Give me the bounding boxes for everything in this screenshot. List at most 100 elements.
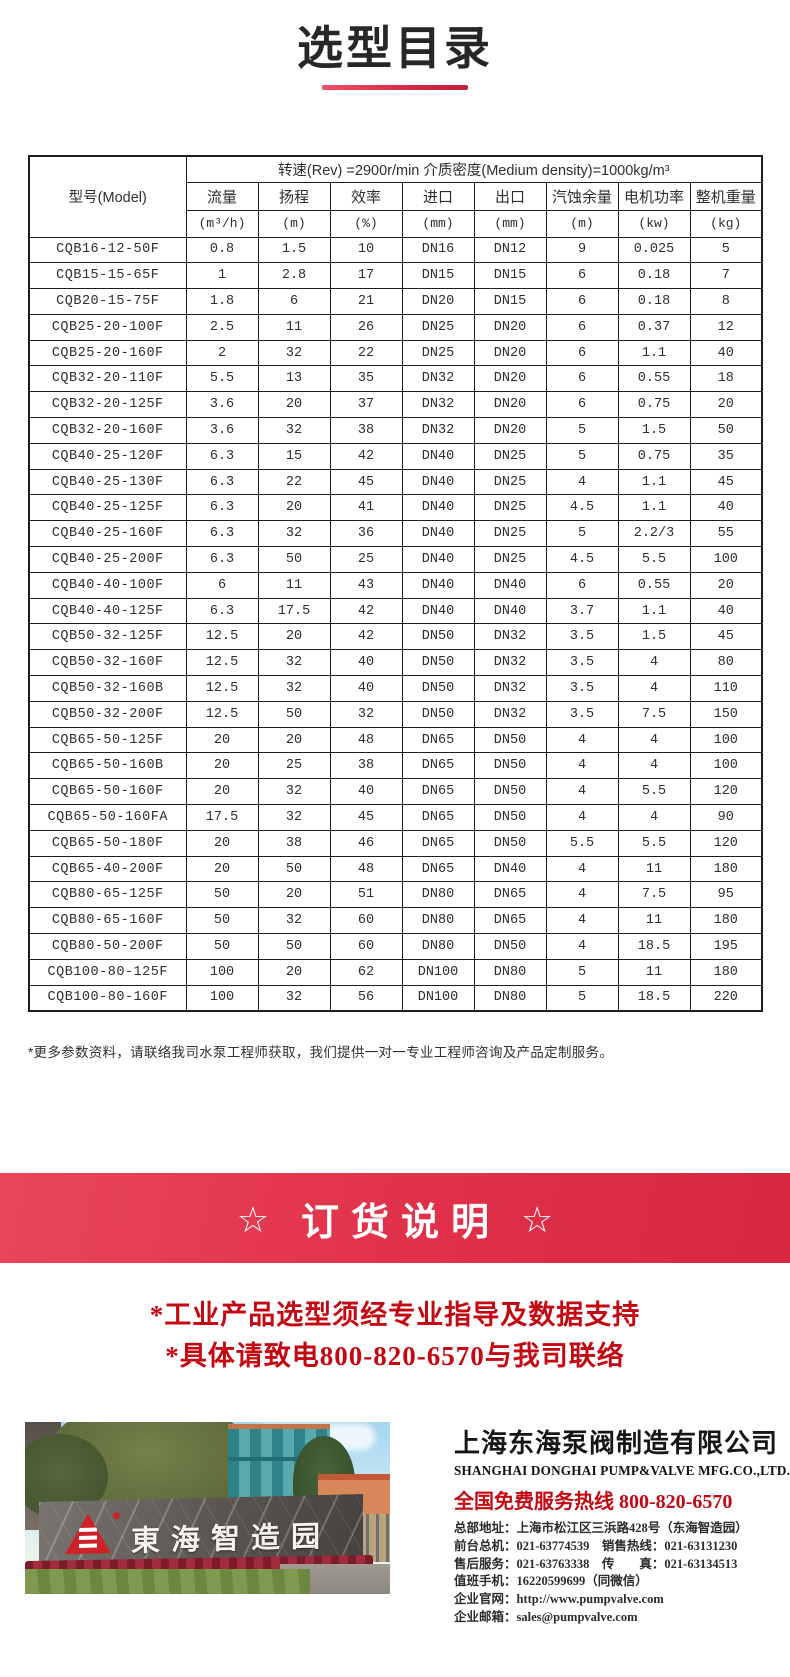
value-cell: 22 — [257, 468, 331, 496]
column-unit: (mm) — [473, 209, 547, 238]
value-cell: 0.75 — [617, 391, 691, 419]
model-cell: CQB40-25-125F — [28, 494, 187, 522]
value-cell: 1.1 — [617, 494, 691, 522]
value-cell: 12.5 — [185, 700, 259, 728]
column-unit: (mm) — [401, 209, 475, 238]
value-cell: 2 — [185, 339, 259, 367]
value-cell: 50 — [185, 907, 259, 935]
value-cell: 35 — [689, 442, 763, 470]
value-cell: 195 — [689, 933, 763, 960]
value-cell: 22 — [329, 339, 403, 367]
model-cell: CQB100-80-160F — [28, 984, 187, 1012]
value-cell: 8 — [689, 288, 763, 315]
value-cell: 20 — [257, 881, 331, 909]
model-column-header: 型号(Model) — [28, 155, 187, 238]
table-row: CQB100-80-160F 100 32 56 DN100 DN80 5 18.5 220 — [28, 984, 763, 1012]
photo-lawn — [25, 1569, 310, 1594]
value-cell: DN80 — [401, 907, 475, 935]
value-cell: 0.8 — [185, 236, 259, 264]
value-cell: DN15 — [473, 262, 547, 290]
value-cell: 26 — [329, 313, 403, 341]
value-cell: 35 — [329, 365, 403, 393]
value-cell: 20 — [185, 752, 259, 780]
value-cell: 32 — [257, 649, 331, 677]
value-cell: 36 — [329, 520, 403, 548]
value-cell: DN32 — [473, 623, 547, 651]
value-cell: 180 — [689, 855, 763, 883]
column-header: 进口 — [401, 181, 475, 211]
model-cell: CQB32-20-125F — [28, 391, 187, 419]
column-header: 整机重量 — [689, 181, 763, 211]
value-cell: DN40 — [401, 597, 475, 625]
model-cell: CQB50-32-125F — [28, 623, 187, 651]
value-cell: DN80 — [473, 984, 547, 1012]
value-cell: 12.5 — [185, 649, 259, 677]
value-cell: 38 — [329, 752, 403, 780]
page-title: 选型目录 — [297, 22, 493, 74]
value-cell: 50 — [257, 546, 331, 573]
value-cell: DN50 — [401, 649, 475, 677]
table-row: CQB65-50-160FA 17.5 32 45 DN65 DN50 4 4 90 — [28, 804, 763, 831]
table-row: CQB32-20-110F 5.5 13 35 DN32 DN20 6 0.55 18 — [28, 365, 763, 393]
value-cell: 1.1 — [617, 597, 691, 625]
value-cell: 11 — [617, 907, 691, 935]
value-cell: 50 — [185, 881, 259, 909]
value-cell: 5.5 — [545, 829, 619, 857]
value-cell: 4 — [545, 855, 619, 883]
value-cell: DN20 — [401, 288, 475, 315]
value-cell: 1.1 — [617, 339, 691, 367]
value-cell: 4 — [617, 675, 691, 702]
model-cell: CQB25-20-100F — [28, 313, 187, 341]
column-unit: (%) — [329, 209, 403, 238]
value-cell: DN100 — [401, 984, 475, 1012]
value-cell: DN40 — [401, 494, 475, 522]
table-row: CQB20-15-75F 1.8 6 21 DN20 DN15 6 0.18 8 — [28, 288, 763, 315]
value-cell: 5 — [545, 520, 619, 548]
value-cell: DN80 — [401, 933, 475, 960]
value-cell: 50 — [257, 700, 331, 728]
value-cell: 1.1 — [617, 468, 691, 496]
value-cell: 13 — [257, 365, 331, 393]
model-cell: CQB50-32-160B — [28, 675, 187, 702]
value-cell: DN25 — [401, 339, 475, 367]
value-cell: 48 — [329, 855, 403, 883]
value-cell: 51 — [329, 881, 403, 909]
company-address: 总部地址：上海市松江区三浜路428号（东海智造园） — [454, 1521, 748, 1535]
company-email: 企业邮箱：sales@pumpvalve.com — [454, 1609, 638, 1624]
table-row: CQB100-80-125F 100 20 62 DN100 DN80 5 11 180 — [28, 958, 763, 986]
value-cell: 32 — [257, 984, 331, 1012]
value-cell: 45 — [329, 468, 403, 496]
table-row: CQB65-50-180F 20 38 46 DN65 DN50 5.5 5.5 120 — [28, 829, 763, 857]
value-cell: 20 — [185, 829, 259, 857]
column-header: 流量 — [185, 181, 259, 211]
order-notes: *工业产品选型须经专业指导及数据支持 *具体请致电800-820-6570与我司… — [0, 1295, 790, 1377]
value-cell: 38 — [257, 829, 331, 857]
value-cell: 48 — [329, 726, 403, 754]
model-cell: CQB16-12-50F — [28, 236, 187, 264]
value-cell: DN25 — [473, 494, 547, 522]
value-cell: 17.5 — [257, 597, 331, 625]
value-cell: 20 — [257, 958, 331, 986]
table-row: CQB32-20-160F 3.6 32 38 DN32 DN20 5 1.5 50 — [28, 417, 763, 444]
column-header: 扬程 — [257, 181, 331, 211]
value-cell: 1.8 — [185, 288, 259, 315]
value-cell: 4 — [617, 726, 691, 754]
value-cell: 32 — [257, 778, 331, 806]
value-cell: 110 — [689, 675, 763, 702]
value-cell: 17 — [329, 262, 403, 290]
title-underline-bar — [322, 85, 468, 91]
value-cell: 6.3 — [185, 468, 259, 496]
value-cell: 32 — [329, 700, 403, 728]
value-cell: 3.5 — [545, 675, 619, 702]
value-cell: 6.3 — [185, 442, 259, 470]
value-cell: 1.5 — [617, 417, 691, 444]
value-cell: 5 — [545, 417, 619, 444]
value-cell: DN50 — [401, 675, 475, 702]
star-icon: ☆ — [236, 1199, 269, 1240]
value-cell: 6 — [545, 391, 619, 419]
value-cell: 100 — [185, 984, 259, 1012]
table-row: CQB50-32-125F 12.5 20 42 DN50 DN32 3.5 1.5 45 — [28, 623, 763, 651]
value-cell: 90 — [689, 804, 763, 831]
value-cell: DN25 — [473, 546, 547, 573]
value-cell: 25 — [257, 752, 331, 780]
